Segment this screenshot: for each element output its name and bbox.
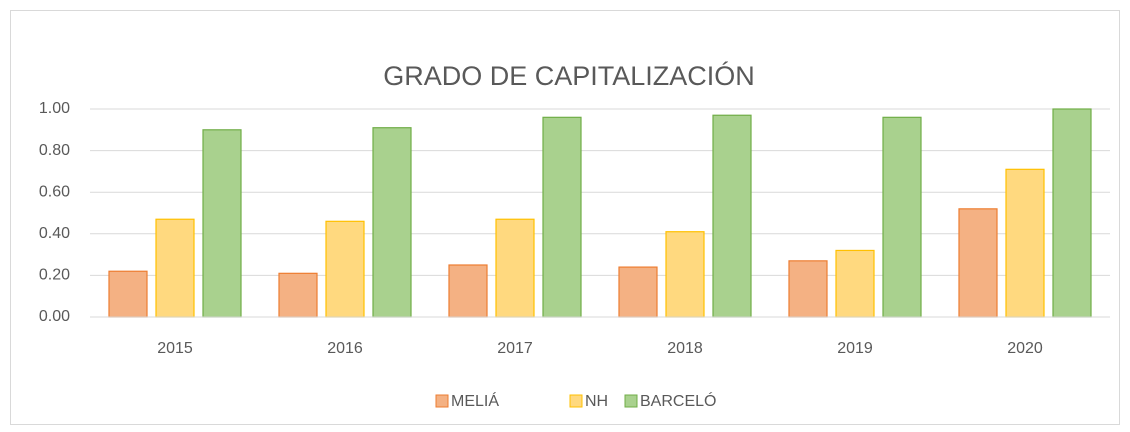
y-tick-label: 0.40 <box>39 225 70 242</box>
x-tick-label: 2019 <box>837 340 873 357</box>
bar <box>448 264 488 318</box>
legend-swatch <box>624 394 638 408</box>
bar <box>1052 108 1092 318</box>
y-tick-label: 1.00 <box>39 100 70 117</box>
bar <box>958 208 998 318</box>
bar <box>618 266 658 318</box>
bar <box>542 116 582 318</box>
y-tick-label: 0.80 <box>39 142 70 159</box>
x-tick-label: 2018 <box>667 340 703 357</box>
legend-swatch <box>435 394 449 408</box>
x-tick-label: 2016 <box>327 340 363 357</box>
legend-label: MELIÁ <box>451 391 499 410</box>
legend-label: BARCELÓ <box>640 391 716 410</box>
x-tick-label: 2015 <box>157 340 193 357</box>
y-tick-label: 0.20 <box>39 267 70 284</box>
bar <box>1005 168 1045 318</box>
legend-label: NH <box>585 393 608 410</box>
bar <box>788 260 828 318</box>
bar <box>202 129 242 318</box>
bar <box>278 272 318 318</box>
bar <box>325 220 365 318</box>
bar <box>155 218 195 318</box>
bar <box>495 218 535 318</box>
bar <box>835 249 875 318</box>
x-tick-label: 2020 <box>1007 340 1043 357</box>
legend-swatch <box>569 394 583 408</box>
bar <box>372 127 412 318</box>
bar <box>665 231 705 318</box>
y-tick-label: 0.60 <box>39 183 70 200</box>
y-tick-label: 0.00 <box>39 308 70 325</box>
bar <box>882 116 922 318</box>
x-tick-label: 2017 <box>497 340 533 357</box>
bar <box>108 270 148 318</box>
chart-title: GRADO DE CAPITALIZACIÓN <box>383 60 755 91</box>
bar <box>712 114 752 318</box>
